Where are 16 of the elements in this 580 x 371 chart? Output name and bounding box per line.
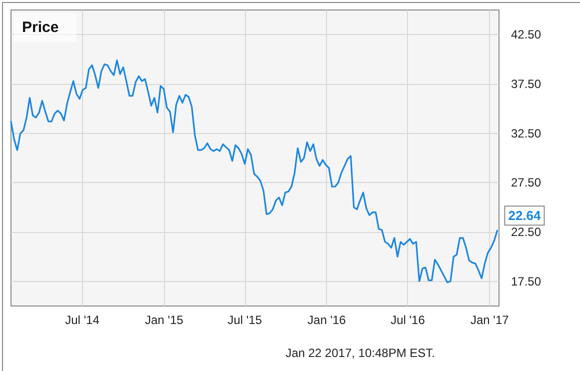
y-tick-label: 22.50 — [511, 225, 542, 239]
x-tick-label: Jul '16 — [390, 313, 426, 327]
x-tick-label: Jul '15 — [228, 313, 262, 327]
y-tick-label: 37.50 — [511, 77, 542, 91]
x-tick-label: Jan '15 — [145, 313, 184, 327]
x-tick-label: Jan '17 — [470, 313, 510, 327]
text: Price — [22, 19, 59, 36]
line-series — [10, 60, 498, 284]
y-tick-label: 42.50 — [511, 28, 542, 42]
y-tick-label: 17.50 — [511, 274, 542, 288]
y-tick-label: 32.50 — [511, 126, 542, 140]
x-tick-label: Jan '16 — [308, 313, 346, 327]
text: Jan 22 2017, 10:48PM EST. — [286, 346, 436, 360]
y-tick-label: 27.50 — [511, 176, 542, 190]
data-label: 22.64 — [508, 208, 542, 224]
x-tick-label: Jul '14 — [65, 313, 100, 327]
